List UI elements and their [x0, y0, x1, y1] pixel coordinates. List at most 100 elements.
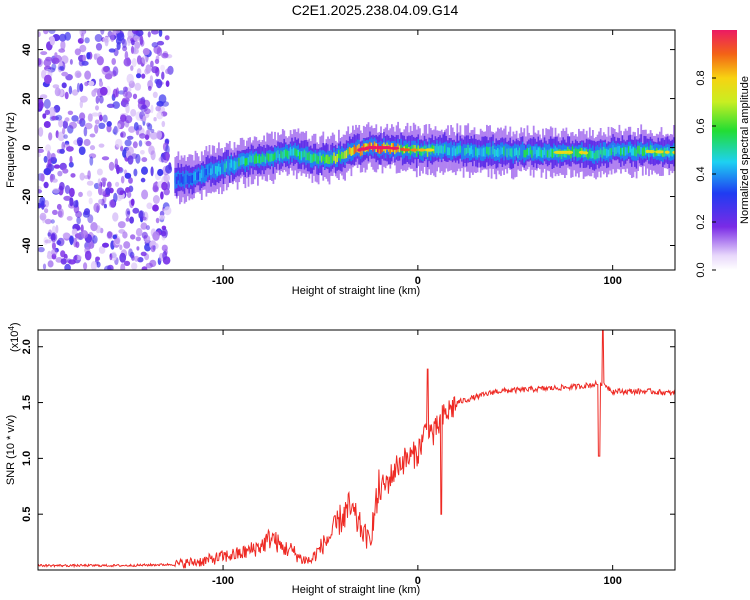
noise-cell	[67, 110, 74, 116]
noise-cell	[132, 207, 140, 214]
noise-cell	[165, 80, 170, 87]
noise-cell	[152, 185, 159, 193]
ridge-cell	[222, 164, 225, 172]
ridge-cell	[537, 147, 540, 157]
ridge-cell	[518, 147, 521, 156]
noise-cell	[87, 214, 94, 224]
noise-cell	[164, 35, 170, 41]
noise-cell	[52, 209, 58, 215]
noise-cell	[90, 222, 98, 232]
ridge-cell	[629, 145, 632, 153]
ridge-cell	[598, 150, 600, 159]
ridge-cell	[615, 147, 618, 154]
noise-cell	[98, 122, 106, 129]
noise-cell	[138, 140, 143, 147]
noise-cell	[71, 228, 78, 235]
spectrogram-y-ticks: -40 -20 0 20 40	[21, 43, 675, 253]
ridge-peak	[410, 148, 418, 152]
spectrogram-y-label: Frequency (Hz)	[5, 112, 17, 188]
ridge-cell	[325, 154, 328, 163]
ridge-cell	[345, 150, 348, 159]
ridge-cell	[196, 172, 198, 180]
y-tick-label: 20	[21, 92, 33, 104]
noise-cell	[160, 64, 166, 72]
ridge-cell	[465, 147, 468, 155]
noise-cell	[120, 114, 127, 122]
noise-cell	[38, 246, 45, 253]
ridge-cell	[266, 152, 269, 160]
noise-cell	[43, 155, 48, 163]
ridge-cell	[464, 148, 466, 156]
ridge-cell	[651, 145, 653, 154]
noise-cell	[154, 58, 160, 64]
noise-cell	[88, 80, 95, 87]
ridge-peak	[672, 150, 675, 154]
noise-cell	[119, 244, 123, 251]
ridge-cell	[545, 149, 548, 158]
noise-cell	[59, 162, 67, 171]
noise-cell	[108, 48, 116, 53]
ridge-cell	[461, 148, 463, 157]
ridge-cell	[350, 148, 353, 156]
ridge-cell	[493, 149, 496, 157]
noise-cell	[59, 148, 65, 154]
ridge-cell	[191, 174, 194, 184]
noise-cell	[52, 188, 60, 194]
noise-cell	[75, 210, 82, 218]
ridge-cell	[394, 146, 396, 155]
ridge-cell	[302, 151, 304, 158]
ridge-cell	[506, 148, 509, 158]
ridge-cell	[193, 172, 195, 182]
noise-cell	[82, 54, 87, 63]
noise-cell	[43, 30, 49, 35]
ridge-cell	[303, 149, 306, 157]
ridge-cell	[214, 165, 217, 174]
noise-cell	[64, 185, 71, 194]
ridge-cell	[261, 153, 264, 163]
noise-cell	[79, 83, 84, 92]
ridge-cell	[634, 147, 636, 156]
ridge-cell	[481, 148, 484, 157]
ridge-cell	[233, 160, 236, 171]
colorbar-tick-label: 0.8	[695, 70, 707, 85]
ridge-cell	[369, 141, 371, 150]
noise-cell	[139, 35, 144, 46]
ridge-cell	[520, 147, 523, 156]
noise-cell	[135, 228, 143, 237]
noise-cell	[61, 71, 69, 77]
ridge-cell	[606, 148, 608, 158]
noise-cell	[74, 70, 82, 79]
x-tick-label: 0	[415, 575, 421, 587]
ridge-peak	[664, 150, 670, 154]
ridge-cell	[468, 147, 471, 156]
noise-cell	[52, 178, 58, 183]
noise-cell	[141, 166, 148, 175]
noise-cell	[125, 217, 130, 222]
colorbar-ticks: 0.0 0.2 0.4 0.6 0.8	[695, 70, 716, 278]
ridge-cell	[228, 162, 231, 171]
snr-y-ticks: 0.5 1.0 1.5 2.0	[21, 339, 675, 522]
noise-cell	[94, 124, 99, 134]
noise-cell	[50, 219, 55, 224]
noise-cell	[51, 57, 60, 65]
noise-cell	[122, 231, 128, 239]
noise-cell	[60, 258, 67, 265]
noise-cell	[42, 215, 46, 224]
ridge-cell	[330, 154, 332, 164]
ridge-cell	[540, 149, 543, 158]
ridge-cell	[631, 148, 633, 156]
noise-cell	[59, 33, 67, 42]
ridge-cell	[398, 145, 401, 153]
noise-cell	[56, 203, 62, 210]
noise-cell	[106, 121, 112, 127]
noise-cell	[39, 94, 48, 99]
ridge-cell	[549, 148, 552, 157]
ridge-cell	[573, 148, 576, 157]
noise-cell	[115, 181, 120, 187]
noise-cell	[61, 141, 65, 151]
noise-cell	[96, 168, 103, 176]
noise-cell	[151, 30, 159, 35]
noise-cell	[107, 231, 113, 239]
ridge-cell	[500, 146, 502, 155]
noise-cell	[120, 175, 125, 184]
